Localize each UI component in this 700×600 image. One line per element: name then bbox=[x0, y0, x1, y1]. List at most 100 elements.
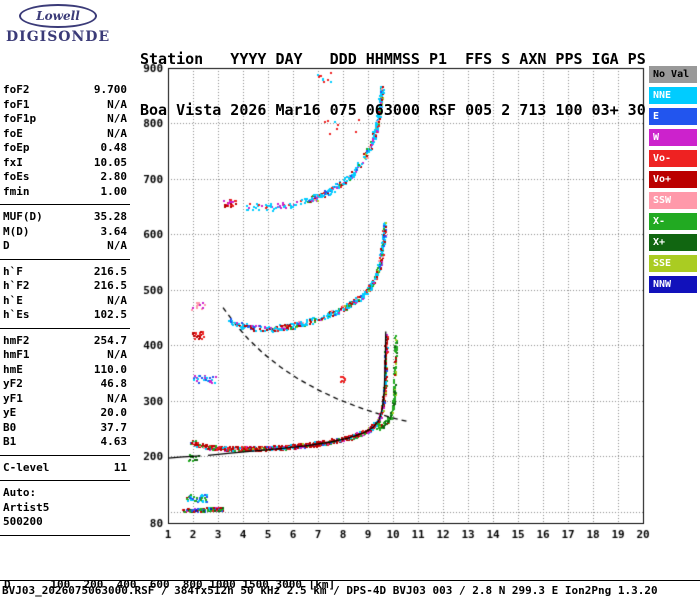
parameter-group: MUF(D) 35.28 M(D) 3.64 D N/A bbox=[0, 205, 130, 260]
param-label: yE bbox=[3, 406, 17, 419]
auto-scaling-block: Auto: Artist5 500200 bbox=[0, 481, 130, 536]
param-label: h`F2 bbox=[3, 279, 30, 292]
param-value: N/A bbox=[107, 97, 127, 111]
param-value: 102.5 bbox=[93, 308, 127, 321]
param-label: MUF(D) bbox=[3, 210, 43, 223]
param-value: 37.7 bbox=[100, 420, 128, 434]
param-value: 9.700 bbox=[93, 83, 127, 96]
param-value: N/A bbox=[107, 239, 127, 252]
param-value: 11 bbox=[113, 460, 127, 474]
parameter-group: C-level 11 bbox=[0, 456, 130, 481]
param-hmf2: hmF2 254.7 bbox=[0, 334, 130, 349]
legend-item-vo-: Vo- bbox=[649, 150, 697, 167]
param-label: yF1 bbox=[3, 391, 23, 405]
header-columns-row: Station YYYY DAY DDD HHMMSS P1 FFS S AXN… bbox=[140, 50, 646, 68]
param-d: D N/A bbox=[0, 239, 130, 254]
param-label: h`E bbox=[3, 293, 23, 307]
param-label: hmF1 bbox=[3, 348, 30, 361]
param-value: 254.7 bbox=[93, 333, 127, 347]
legend-item-vo-: Vo+ bbox=[649, 171, 697, 188]
param-label: M(D) bbox=[3, 224, 30, 238]
auto-line: 500200 bbox=[0, 515, 130, 530]
param-label: C-level bbox=[3, 460, 50, 474]
parameter-group: foF2 9.700 foF1 N/A foF1p N/A foE N/A foEp 0.48 fx… bbox=[0, 78, 130, 205]
legend-item-nne: NNE bbox=[649, 87, 697, 104]
param-ye: yE 20.0 bbox=[0, 406, 130, 421]
param-label: foEp bbox=[3, 141, 30, 154]
auto-line-text: Artist5 bbox=[3, 500, 50, 514]
param-fof2: foF2 9.700 bbox=[0, 83, 130, 98]
legend-item-sse: SSE bbox=[649, 255, 697, 272]
param-value: N/A bbox=[107, 391, 127, 405]
param-md: M(D) 3.64 bbox=[0, 225, 130, 240]
param-label: yF2 bbox=[3, 377, 23, 390]
param-label: h`F bbox=[3, 264, 23, 278]
legend-item-w: W bbox=[649, 129, 697, 146]
param-label: fmin bbox=[3, 184, 30, 198]
auto-line: Auto: bbox=[0, 486, 130, 501]
param-mufd: MUF(D) 35.28 bbox=[0, 210, 130, 225]
file-info-line: BVJ03_2026075063000.RSF / 384fx512h 50 k… bbox=[2, 584, 658, 597]
auto-line-text: 500200 bbox=[3, 515, 43, 528]
param-value: 216.5 bbox=[93, 279, 127, 292]
logo-oval: Lowell bbox=[19, 4, 97, 28]
param-fxi: fxI 10.05 bbox=[0, 156, 130, 171]
param-value: 110.0 bbox=[93, 362, 127, 376]
param-yf1: yF1 N/A bbox=[0, 392, 130, 407]
param-value: 1.00 bbox=[100, 184, 128, 198]
auto-line-text: Auto: bbox=[3, 486, 37, 499]
param-label: foE bbox=[3, 126, 23, 140]
dmuf-table: D 100 200 400 600 800 1000 1500 3000 [km… bbox=[4, 550, 342, 600]
d-distances-row: D 100 200 400 600 800 1000 1500 3000 [km… bbox=[4, 578, 336, 591]
param-foep: foEp 0.48 bbox=[0, 141, 130, 156]
param-hf: h`F 216.5 bbox=[0, 265, 130, 280]
legend-item-e: E bbox=[649, 108, 697, 125]
param-fof1: foF1 N/A bbox=[0, 98, 130, 113]
param-value: 35.28 bbox=[93, 210, 127, 223]
parameter-group: hmF2 254.7 hmF1 N/A hmE 110.0 yF2 46.8 yF1 N/A yE 2… bbox=[0, 329, 130, 456]
legend-item-x-: X+ bbox=[649, 234, 697, 251]
param-value: N/A bbox=[107, 293, 127, 307]
param-clevel: C-level 11 bbox=[0, 461, 130, 476]
param-label: foF1 bbox=[3, 97, 30, 111]
logo-digisonde-text: DIGISONDE bbox=[6, 29, 111, 45]
param-label: B0 bbox=[3, 420, 17, 434]
param-b1: B1 4.63 bbox=[0, 435, 130, 450]
auto-line: Artist5 bbox=[0, 501, 130, 516]
legend-item-x-: X- bbox=[649, 213, 697, 230]
param-hf2: h`F2 216.5 bbox=[0, 279, 130, 294]
param-value: N/A bbox=[107, 348, 127, 361]
legend-item-no-val: No Val bbox=[649, 66, 697, 83]
legend-item-nnw: NNW bbox=[649, 276, 697, 293]
param-value: N/A bbox=[107, 126, 127, 140]
direction-legend: No Val NNE E W Vo- Vo+ SSW X- X+ SSE NNW bbox=[649, 66, 697, 293]
param-value: 0.48 bbox=[100, 141, 128, 154]
param-value: 3.64 bbox=[100, 224, 128, 238]
param-value: 4.63 bbox=[100, 435, 128, 448]
param-label: hmE bbox=[3, 362, 23, 376]
param-label: h`Es bbox=[3, 308, 30, 321]
logo-lowell-text: Lowell bbox=[36, 9, 80, 23]
param-he: h`E N/A bbox=[0, 294, 130, 309]
parameter-group: h`F 216.5 h`F2 216.5 h`E N/A h`Es 102.5 bbox=[0, 260, 130, 329]
header-values-row: Boa Vista 2026 Mar16 075 063000 RSF 005 … bbox=[140, 101, 646, 119]
param-label: D bbox=[3, 239, 10, 252]
param-label: foF1p bbox=[3, 112, 37, 125]
param-label: foEs bbox=[3, 170, 30, 183]
param-value: 20.0 bbox=[100, 406, 128, 419]
param-label: hmF2 bbox=[3, 333, 30, 347]
param-label: fxI bbox=[3, 155, 23, 169]
param-value: 216.5 bbox=[93, 264, 127, 278]
footer-divider bbox=[0, 580, 700, 581]
station-header: Station YYYY DAY DDD HHMMSS P1 FFS S AXN… bbox=[140, 17, 646, 153]
param-b0: B0 37.7 bbox=[0, 421, 130, 436]
param-value: 2.80 bbox=[100, 170, 128, 183]
param-value: N/A bbox=[107, 112, 127, 125]
param-hme: hmE 110.0 bbox=[0, 363, 130, 378]
param-fmin: fmin 1.00 bbox=[0, 185, 130, 200]
param-value: 10.05 bbox=[93, 155, 127, 169]
param-hes: h`Es 102.5 bbox=[0, 308, 130, 323]
param-label: foF2 bbox=[3, 83, 30, 96]
